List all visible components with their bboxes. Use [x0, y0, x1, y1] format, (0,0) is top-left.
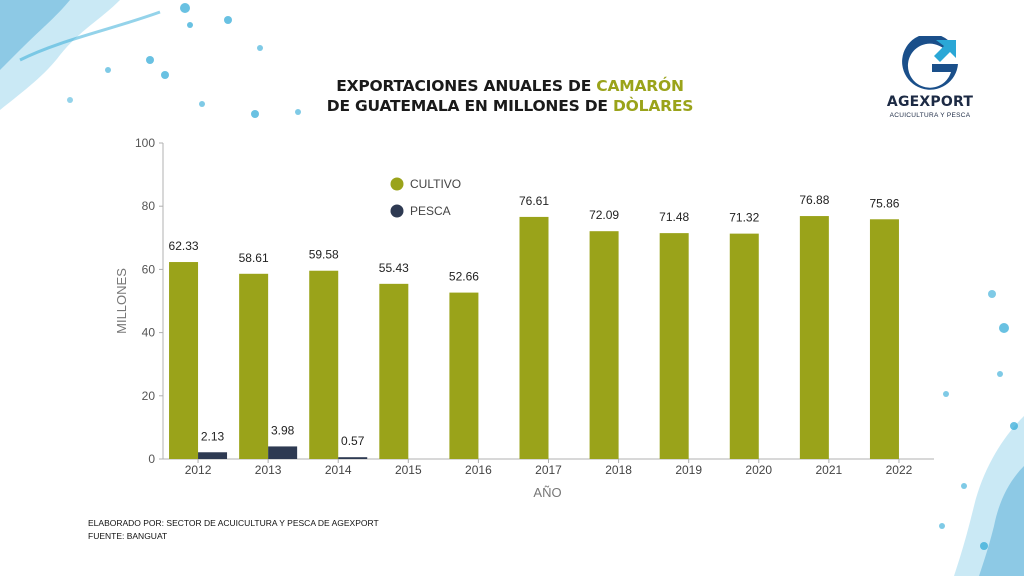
agexport-logo: AGEXPORT ACUICULTURA Y PESCA [880, 33, 980, 120]
x-tick-label: 2019 [675, 463, 702, 477]
y-tick-label: 100 [135, 136, 155, 150]
legend-marker-cultivo [390, 177, 404, 191]
data-label-cultivo-2014: 59.58 [309, 248, 339, 262]
data-label-pesca-2012: 2.13 [201, 429, 225, 443]
logo-subtitle: ACUICULTURA Y PESCA [889, 112, 971, 119]
bar-pesca-2014 [338, 457, 368, 459]
legend-label-pesca: PESCA [410, 204, 451, 218]
bar-cultivo-2016 [449, 292, 479, 459]
bar-cultivo-2022 [869, 219, 899, 459]
x-tick-label: 2018 [605, 463, 632, 477]
bar-pesca-2012 [198, 452, 228, 459]
legend-label-cultivo: CULTIVO [410, 177, 461, 191]
data-label-cultivo-2016: 52.66 [449, 270, 479, 284]
y-tick-label: 20 [142, 389, 156, 403]
x-tick-label: 2020 [745, 463, 772, 477]
footer: ELABORADO POR: SECTOR DE ACUICULTURA Y P… [88, 517, 379, 543]
title-line2-highlight: DÒLARES [613, 97, 694, 115]
water-splash-top-left [0, 0, 301, 118]
y-tick-label: 40 [142, 326, 156, 340]
y-tick-label: 80 [142, 199, 156, 213]
y-tick-label: 0 [148, 452, 155, 466]
bar-cultivo-2020 [729, 233, 759, 459]
data-label-cultivo-2021: 76.88 [799, 193, 829, 207]
bar-cultivo-2021 [799, 216, 829, 459]
bar-cultivo-2013 [239, 273, 269, 459]
data-label-pesca-2014: 0.57 [341, 434, 365, 448]
bar-cultivo-2019 [659, 233, 689, 459]
bar-cultivo-2014 [309, 270, 339, 459]
logo-name: AGEXPORT [886, 94, 974, 110]
data-label-pesca-2013: 3.98 [271, 423, 295, 437]
bar-cultivo-2015 [379, 283, 409, 459]
legend-marker-pesca [390, 204, 404, 218]
bar-cultivo-2012 [169, 262, 199, 459]
chart-title: EXPORTACIONES ANUALES DE CAMARÓN DE GUAT… [300, 76, 720, 116]
footer-source: FUENTE: BANGUAT [88, 531, 168, 541]
data-label-cultivo-2022: 75.86 [869, 196, 899, 210]
y-tick-label: 60 [142, 262, 156, 276]
water-splash-right [939, 290, 1024, 576]
bar-pesca-2013 [268, 446, 298, 459]
title-line1: EXPORTACIONES ANUALES DE [336, 77, 597, 95]
data-label-cultivo-2018: 72.09 [589, 208, 619, 222]
x-tick-label: 2016 [465, 463, 492, 477]
bar-cultivo-2017 [519, 216, 549, 459]
data-label-cultivo-2019: 71.48 [659, 210, 689, 224]
x-tick-label: 2015 [395, 463, 422, 477]
x-tick-label: 2021 [816, 463, 843, 477]
footer-credit: ELABORADO POR: SECTOR DE ACUICULTURA Y P… [88, 518, 379, 528]
x-tick-label: 2022 [886, 463, 913, 477]
title-line1-highlight: CAMARÓN [596, 77, 684, 95]
x-tick-label: 2017 [535, 463, 562, 477]
data-label-cultivo-2013: 58.61 [239, 251, 269, 265]
data-label-cultivo-2015: 55.43 [379, 261, 409, 275]
bar-cultivo-2018 [589, 231, 619, 459]
data-label-cultivo-2017: 76.61 [519, 194, 549, 208]
data-label-cultivo-2020: 71.32 [729, 211, 759, 225]
title-line2: DE GUATEMALA EN MILLONES DE [326, 97, 614, 115]
x-tick-label: 2013 [255, 463, 282, 477]
x-tick-label: 2012 [185, 463, 212, 477]
x-tick-label: 2014 [325, 463, 352, 477]
x-axis-title: AÑO [533, 485, 561, 500]
agexport-g-arrow-logo-icon [902, 33, 958, 90]
data-label-cultivo-2012: 62.33 [169, 239, 199, 253]
y-axis-title: MILLONES [114, 268, 129, 334]
